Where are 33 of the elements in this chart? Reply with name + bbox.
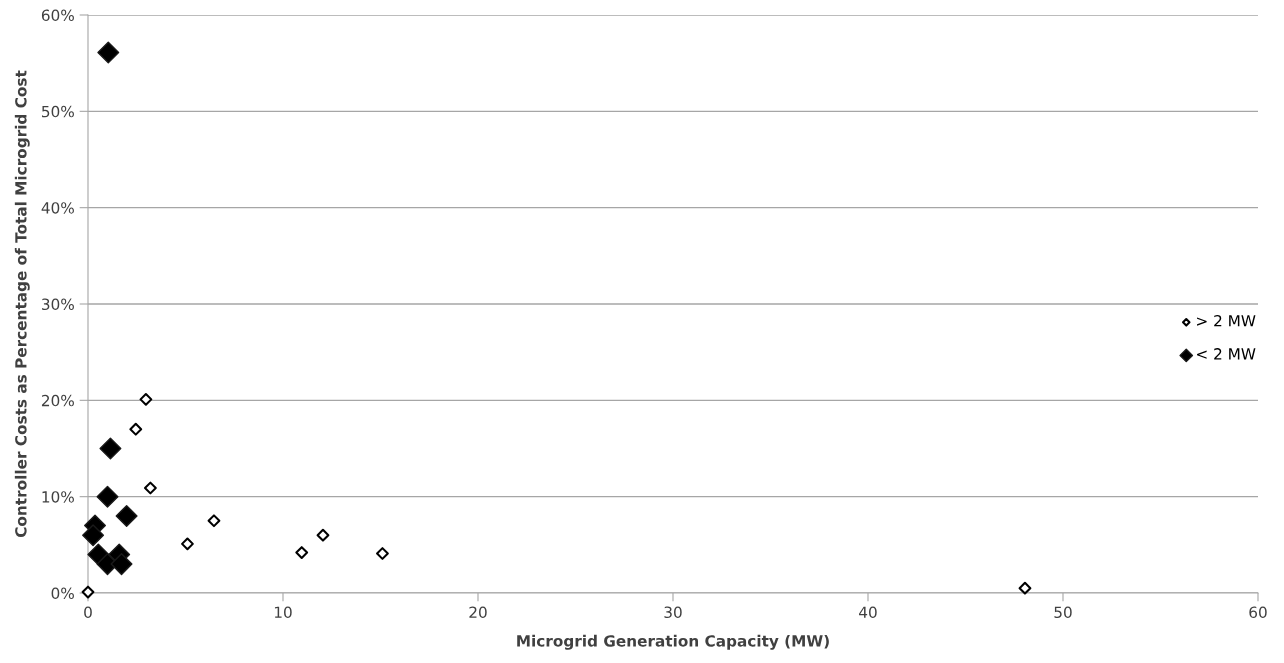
x-axis-title: Microgrid Generation Capacity (MW) <box>517 634 829 650</box>
x-tick-label: 20 <box>469 606 487 619</box>
x-tick-label: 10 <box>274 606 292 619</box>
y-tick-label: 50% <box>42 105 74 118</box>
legend-label: < 2 MW <box>1197 348 1256 360</box>
point <box>143 481 157 495</box>
point <box>376 547 389 560</box>
point <box>99 437 122 460</box>
y-tick-label: 30% <box>42 298 74 311</box>
point <box>139 392 153 406</box>
point <box>82 524 105 547</box>
point <box>97 41 120 64</box>
y-tick-label: 10% <box>42 491 74 503</box>
point <box>110 553 133 576</box>
y-axis-title: Controller Costs as Percentage of Total Microgrid Cost <box>14 70 30 538</box>
y-tick-label: 0% <box>51 587 74 600</box>
y-tick-label: 20% <box>41 394 74 407</box>
point <box>181 537 194 551</box>
point <box>129 422 143 436</box>
y-tick-label: 60% <box>41 9 74 22</box>
legend-label: > 2 MW <box>1197 315 1256 327</box>
x-tick-label: 30 <box>664 606 682 619</box>
x-tick-label: 0 <box>84 606 92 619</box>
point <box>207 514 221 528</box>
point <box>96 485 119 508</box>
x-tick-label: 50 <box>1054 606 1072 619</box>
point <box>316 528 330 542</box>
point <box>115 504 138 527</box>
x-tick-label: 40 <box>859 606 877 619</box>
y-tick-label: 40% <box>41 202 74 214</box>
point <box>295 546 309 559</box>
point <box>1018 581 1032 595</box>
x-tick-label: 60 <box>1249 606 1267 619</box>
